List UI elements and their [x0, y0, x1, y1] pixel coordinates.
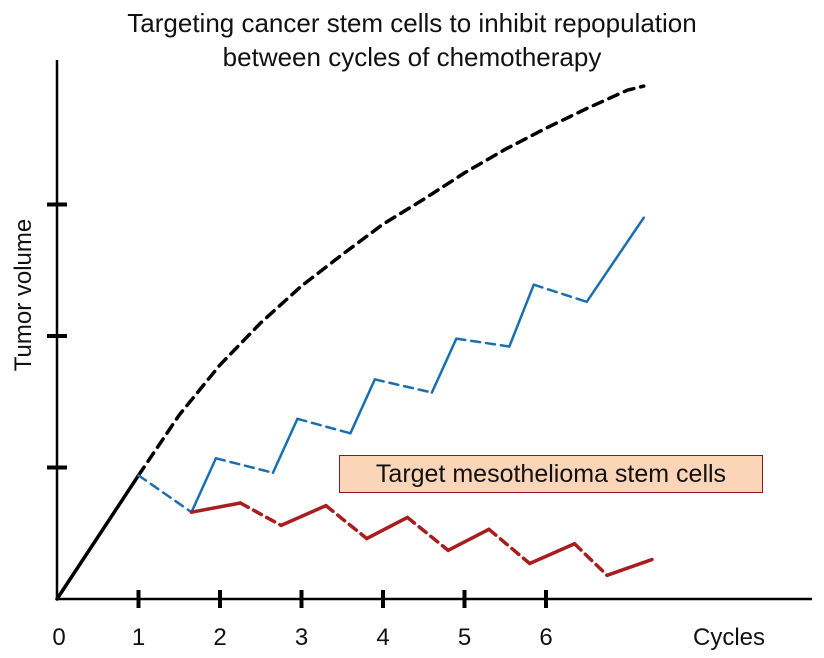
series-4-segment-3	[279, 503, 328, 528]
series-4-segment-1	[189, 501, 243, 514]
series-3-segment-5	[296, 417, 352, 435]
chart-title-line-2: between cycles of chemotherapy	[222, 42, 602, 72]
annotation-callout: Target mesothelioma stem cells	[339, 455, 763, 493]
series-3	[137, 216, 646, 514]
series-2	[136, 84, 646, 478]
series-3-segment-2	[190, 457, 218, 514]
x-tick-label-2: 2	[213, 624, 226, 651]
series-1	[55, 473, 141, 601]
series-4-segment-2	[238, 501, 283, 528]
series-4-segment-11	[605, 557, 654, 578]
series-4-segment-6	[405, 515, 450, 553]
series-3-segment-12	[585, 216, 646, 304]
series-4-segment-10	[572, 542, 609, 578]
series-3-segment-10	[508, 283, 536, 348]
y-axis-label: Tumor volume	[10, 218, 37, 372]
x-axis-label: Cycles	[693, 624, 765, 651]
series-4-segment-8	[487, 527, 532, 566]
x-tick-label-0: 0	[52, 624, 65, 651]
x-tick-label-3: 3	[295, 624, 308, 651]
series-4-segment-5	[364, 515, 410, 541]
axes	[47, 60, 812, 608]
chart-title-line-1: Targeting cancer stem cells to inhibit r…	[127, 8, 697, 38]
series-4	[189, 501, 654, 578]
series-4-segment-4	[324, 503, 369, 541]
series-1-line	[55, 473, 141, 601]
series-4-segment-7	[446, 527, 491, 553]
series-3-segment-4	[271, 417, 299, 475]
series-3-segment-8	[430, 337, 458, 394]
series-4-segment-9	[527, 542, 577, 566]
series-layer	[55, 84, 654, 601]
x-tick-labels: 0 1 2 3 4 5 6 Cycles	[52, 624, 765, 651]
x-tick-label-4: 4	[376, 624, 389, 651]
x-tick-label-6: 6	[539, 624, 552, 651]
x-tick-label-1: 1	[132, 624, 145, 651]
series-3-segment-7	[373, 378, 434, 394]
series-2-line	[136, 84, 646, 478]
series-3-segment-1	[137, 474, 193, 514]
series-3-segment-9	[455, 337, 511, 348]
series-3-segment-11	[532, 283, 588, 304]
series-3-segment-6	[349, 378, 377, 435]
series-3-segment-3	[214, 457, 275, 475]
x-tick-label-5: 5	[458, 624, 471, 651]
